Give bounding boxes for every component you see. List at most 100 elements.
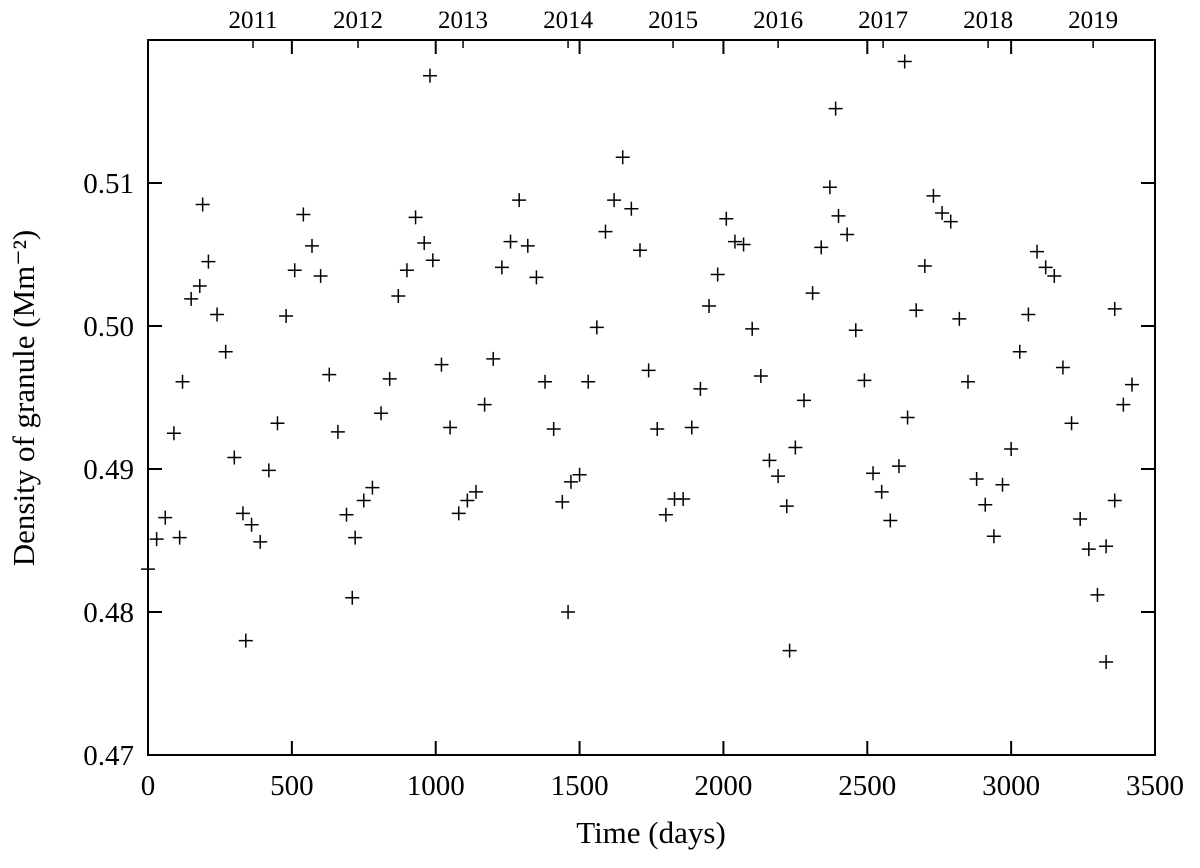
point: [917, 258, 932, 273]
point: [425, 253, 440, 268]
point: [477, 397, 492, 412]
x-tick-label: 2000: [694, 770, 752, 802]
x-tick-label: 3500: [1126, 770, 1184, 802]
point: [538, 374, 553, 389]
point: [727, 234, 742, 249]
y-tick-label: 0.51: [83, 168, 134, 200]
point: [1064, 416, 1079, 431]
x-tick-label: 0: [141, 770, 156, 802]
point: [814, 240, 829, 255]
point: [253, 534, 268, 549]
point: [141, 562, 155, 577]
point: [676, 492, 691, 507]
point: [1099, 655, 1114, 670]
point: [460, 493, 475, 508]
point: [900, 410, 915, 425]
point: [840, 227, 855, 242]
point: [1107, 493, 1122, 508]
y-tick-label: 0.48: [83, 597, 134, 629]
point: [736, 237, 751, 252]
point: [771, 469, 786, 484]
point: [391, 288, 406, 303]
point: [1124, 377, 1139, 392]
point: [270, 416, 285, 431]
x-tick-label: 500: [270, 770, 314, 802]
point: [710, 267, 725, 282]
point: [960, 374, 975, 389]
point: [546, 421, 561, 436]
point: [512, 193, 527, 208]
x-tick-label: 3000: [982, 770, 1040, 802]
point: [322, 367, 337, 382]
point: [995, 477, 1010, 492]
top-tick-label: 2017: [858, 7, 908, 34]
point: [952, 311, 967, 326]
point: [244, 517, 259, 532]
point: [693, 381, 708, 396]
point: [175, 374, 190, 389]
x-tick-label: 2500: [838, 770, 896, 802]
point: [486, 351, 501, 366]
point: [1021, 307, 1036, 322]
point: [753, 369, 768, 384]
point: [210, 307, 225, 322]
point: [348, 530, 363, 545]
y-tick-label: 0.50: [83, 311, 134, 343]
point: [762, 453, 777, 468]
point: [857, 373, 872, 388]
point: [1030, 244, 1045, 259]
point: [201, 254, 216, 269]
point: [589, 320, 604, 335]
point: [684, 420, 699, 435]
point: [702, 298, 717, 313]
top-tick-label: 2019: [1068, 7, 1118, 34]
point: [874, 484, 889, 499]
point: [374, 406, 389, 421]
top-tick-label: 2018: [963, 7, 1013, 34]
point: [796, 393, 811, 408]
point: [408, 210, 423, 225]
point: [986, 529, 1001, 544]
point: [897, 54, 912, 69]
point: [1081, 542, 1096, 557]
point: [1055, 360, 1070, 375]
point: [494, 260, 509, 275]
point: [313, 268, 328, 283]
x-tick-label: 1500: [551, 770, 609, 802]
point: [632, 243, 647, 258]
point: [909, 303, 924, 318]
point: [434, 357, 449, 372]
point: [719, 211, 734, 226]
point: [235, 506, 250, 521]
point: [822, 180, 837, 195]
point: [1038, 260, 1053, 275]
y-tick-label: 0.49: [83, 454, 134, 486]
point: [615, 150, 630, 165]
point: [1107, 301, 1122, 316]
point: [520, 238, 535, 253]
point: [192, 278, 207, 293]
point: [279, 308, 294, 323]
point: [356, 493, 371, 508]
point: [227, 450, 242, 465]
point: [149, 532, 164, 547]
point: [745, 321, 760, 336]
top-tick-label: 2012: [333, 7, 383, 34]
point: [883, 513, 898, 528]
point: [1099, 539, 1114, 554]
point: [287, 263, 302, 278]
point: [529, 270, 544, 285]
point: [650, 421, 665, 436]
point: [782, 643, 797, 658]
point: [598, 224, 613, 239]
point: [1004, 441, 1019, 456]
point: [641, 363, 656, 378]
point: [779, 499, 794, 514]
point: [451, 506, 466, 521]
point: [555, 494, 570, 509]
top-tick-label: 2016: [753, 7, 803, 34]
y-tick-label: 0.47: [83, 740, 134, 772]
point: [572, 467, 587, 482]
point: [848, 323, 863, 338]
